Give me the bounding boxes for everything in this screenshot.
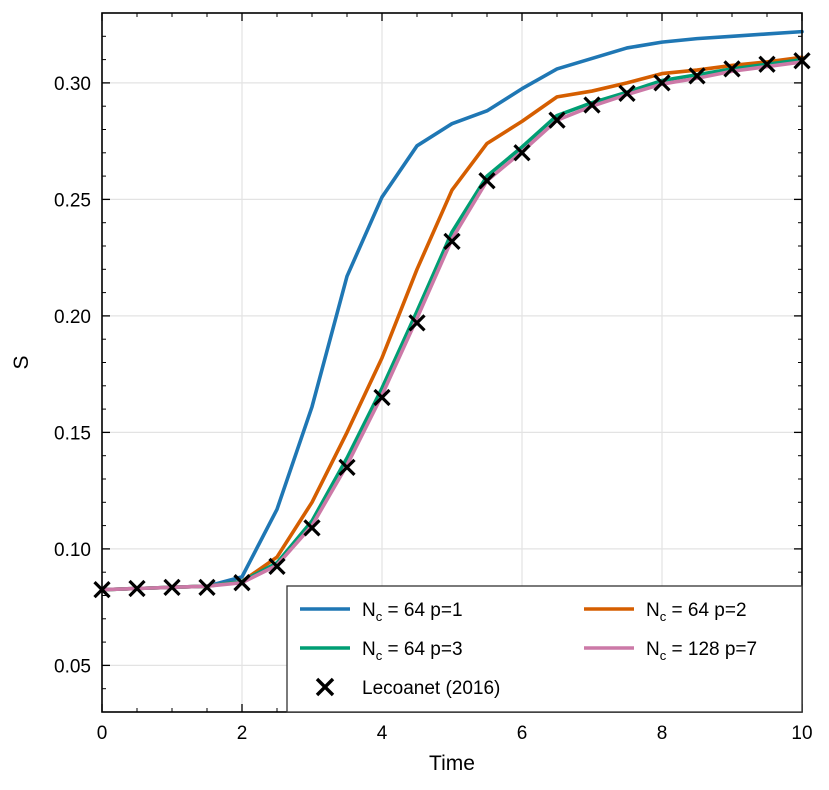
legend-marker-stroke: [315, 677, 335, 697]
reference-marker-16: [653, 74, 671, 92]
reference-marker-9: [408, 314, 426, 332]
reference-marker-stroke: [583, 96, 601, 114]
reference-marker-stroke: [338, 458, 356, 476]
legend-label-2: Nc = 64 p=3: [362, 639, 463, 663]
y-tick-label-3: 0.20: [54, 307, 91, 328]
legend-label-rest: = 128 p=7: [666, 639, 757, 660]
reference-marker-stroke: [198, 578, 216, 596]
reference-marker-stroke: [443, 232, 461, 250]
legend-label-sub: c: [660, 648, 667, 663]
reference-marker-11: [478, 172, 496, 190]
reference-marker-13: [548, 111, 566, 129]
reference-marker-stroke: [653, 74, 671, 92]
legend-marker-reference: [315, 677, 335, 697]
reference-marker-stroke: [758, 55, 776, 73]
legend-label-sub: c: [376, 648, 383, 663]
x-axis-label: Time: [429, 752, 475, 775]
legend-label-reference: Lecoanet (2016): [362, 678, 500, 699]
reference-marker-stroke: [408, 314, 426, 332]
legend-label-main: N: [646, 639, 660, 660]
reference-marker-14: [583, 96, 601, 114]
legend-label-sub: c: [660, 609, 667, 624]
y-tick-label-2: 0.15: [54, 423, 91, 444]
x-tick-label-3: 6: [517, 723, 528, 744]
x-tick-label-2: 4: [377, 723, 388, 744]
reference-marker-stroke: [548, 111, 566, 129]
series-line-3: [100, 60, 804, 592]
x-tick-label-1: 2: [237, 723, 248, 744]
x-tick-label-4: 8: [657, 723, 668, 744]
reference-marker-stroke: [618, 84, 636, 103]
legend-box: [286, 585, 803, 713]
reference-marker-5: [268, 557, 286, 576]
legend-label-3: Nc = 128 p=7: [646, 639, 757, 663]
y-tick-label-0: 0.05: [54, 656, 91, 677]
reference-marker-stroke: [233, 574, 251, 592]
x-tick-label-0: 0: [97, 723, 108, 744]
legend-label-sub: c: [376, 609, 383, 624]
legend-label-rest: = 64 p=2: [666, 600, 746, 621]
reference-marker-7: [338, 458, 356, 476]
y-axis-label: S: [10, 355, 33, 369]
reference-marker-6: [303, 519, 321, 537]
x-tick-label-5: 10: [791, 723, 812, 744]
series-layer: [100, 29, 804, 592]
reference-marker-18: [723, 60, 741, 78]
reference-marker-10: [443, 232, 461, 250]
legend-label-main: N: [646, 600, 660, 621]
y-tick-label-5: 0.30: [54, 74, 91, 95]
legend-label-rest: = 64 p=3: [382, 639, 462, 660]
reference-marker-8: [373, 388, 391, 407]
reference-marker-stroke: [688, 67, 706, 85]
reference-marker-15: [618, 84, 636, 103]
reference-marker-stroke: [268, 557, 286, 576]
y-tick-label-4: 0.25: [54, 190, 91, 211]
y-tick-label-1: 0.10: [54, 540, 91, 561]
reference-marker-1: [128, 579, 146, 598]
reference-marker-12: [513, 144, 531, 162]
reference-marker-stroke: [128, 579, 146, 598]
reference-marker-19: [758, 55, 776, 73]
grid-lines: [102, 13, 802, 712]
legend-label-0: Nc = 64 p=1: [362, 600, 463, 624]
reference-marker-stroke: [373, 388, 391, 407]
reference-marker-stroke: [163, 578, 181, 596]
legend: Nc = 64 p=1 Nc = 64 p=2Nc = 64 p=3 Nc = 12…: [286, 585, 803, 713]
reference-marker-2: [163, 578, 181, 596]
legend-label-1: Nc = 64 p=2: [646, 600, 747, 624]
reference-marker-stroke: [478, 172, 496, 190]
legend-label-rest: = 64 p=1: [382, 600, 462, 621]
y-tick-labels: 0.05 0.10 0.15 0.20 0.25 0.30: [54, 74, 91, 678]
reference-marker-stroke: [723, 60, 741, 78]
reference-marker-stroke: [513, 144, 531, 162]
reference-marker-3: [198, 578, 216, 596]
legend-label-main: N: [362, 600, 376, 621]
x-tick-labels: 0 2 4 6 8 10: [97, 723, 813, 744]
reference-marker-17: [688, 67, 706, 85]
reference-marker-4: [233, 574, 251, 592]
reference-marker-stroke: [303, 519, 321, 537]
legend-label-main: N: [362, 639, 376, 660]
